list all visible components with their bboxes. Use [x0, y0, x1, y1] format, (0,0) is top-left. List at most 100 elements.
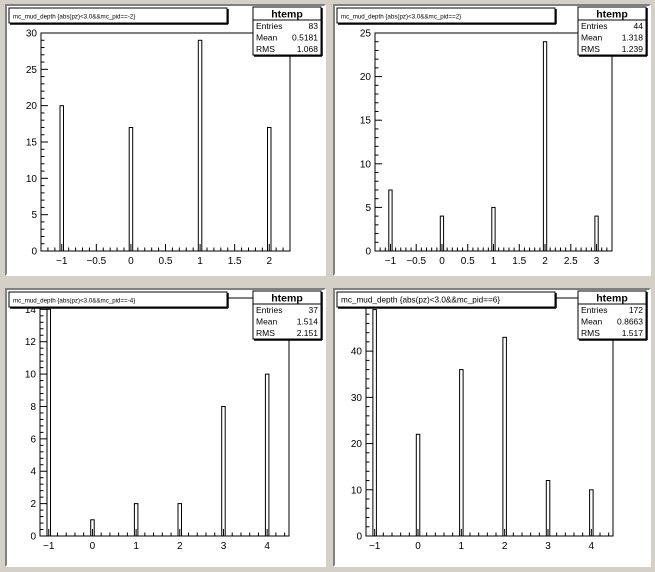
- y-tick-label: 30: [351, 393, 363, 404]
- x-tick-label: 0.5: [461, 256, 475, 267]
- stats-label: Entries: [581, 21, 607, 31]
- y-tick-label: 14: [25, 305, 37, 316]
- x-tick-label: 3: [221, 541, 227, 552]
- x-tick-label: 0: [439, 256, 445, 267]
- x-tick-label: 2: [177, 541, 183, 552]
- x-tick-label: 1.5: [512, 256, 526, 267]
- histogram-pad-3[interactable]: −1 0 1 2 3 4 0 2 4 6 8 10 12 14 mc_mud_depth {abs(pz)<…: [5, 288, 326, 567]
- x-tick-label: 4: [264, 541, 270, 552]
- stats-name: htemp: [271, 9, 303, 21]
- stats-value: 0.5181: [292, 33, 318, 43]
- histogram-bar: [46, 308, 51, 537]
- y-tick-label: 6: [30, 434, 36, 445]
- y-tick-label: 5: [31, 210, 37, 221]
- y-tick-label: 25: [26, 65, 38, 76]
- stats-value: 1.517: [622, 328, 644, 338]
- y-tick-label: 0: [365, 247, 371, 258]
- histogram-bar: [459, 369, 464, 537]
- histogram-bar: [197, 39, 203, 252]
- stats-value: 1.318: [622, 33, 644, 43]
- stats-box: [252, 290, 322, 340]
- y-tick-label: 10: [360, 159, 372, 170]
- stats-name: htemp: [596, 9, 628, 21]
- stats-value: 1.068: [297, 44, 319, 54]
- x-tick-label: 3: [545, 541, 551, 552]
- y-tick-label: 20: [26, 101, 38, 112]
- stats-value: 1.514: [297, 317, 319, 327]
- stats-value: 0.8663: [617, 317, 643, 327]
- histogram-title: mc_mud_depth {abs(pz)<3.0&&mc_pid==2}: [341, 14, 461, 21]
- histogram-bar: [415, 433, 421, 537]
- stats-label: RMS: [256, 44, 275, 54]
- histogram-bar: [545, 480, 551, 537]
- stats-value: 37: [309, 305, 319, 315]
- y-tick-label: 2: [30, 499, 36, 510]
- y-tick-label: 0: [31, 247, 37, 258]
- x-tick-label: 1: [459, 541, 465, 552]
- histogram-pad-1[interactable]: −1 −0.5 0 0.5 1 1.5 2 0 5 10 15 20 25 30 mc_mud_depth …: [5, 4, 326, 276]
- plot-frame: [39, 297, 290, 537]
- x-tick-label: 2: [542, 256, 548, 267]
- histogram-pad-4[interactable]: −10123401020304050mc_mud_depth {abs(pz)<…: [333, 288, 651, 567]
- y-tick-label: 10: [25, 370, 37, 381]
- x-tick-label: 3: [594, 256, 600, 267]
- x-tick-label: 1: [491, 256, 497, 267]
- stats-label: Mean: [256, 317, 278, 327]
- x-tick-label: −0.5: [406, 256, 426, 267]
- histogram-bar: [542, 41, 548, 252]
- stats-label: RMS: [581, 44, 600, 54]
- title-box: [336, 7, 556, 24]
- y-tick-label: 5: [365, 203, 371, 214]
- histogram-title: mc_mud_depth {abs(pz)<3.0&&mc_pid==-4}: [13, 298, 135, 305]
- plot-frame: [40, 32, 291, 252]
- stats-value: 2.151: [297, 328, 319, 338]
- title-box: [336, 291, 556, 308]
- stats-label: RMS: [256, 328, 275, 338]
- x-tick-label: 2: [502, 541, 508, 552]
- histogram-svg: −1 −0.5 0 0.5 1 1.5 2 2.5 3 0 5 10 15 20 25 mc_mud_dept…: [336, 6, 648, 267]
- x-tick-label: 0.5: [159, 256, 173, 267]
- histogram-svg: −10123401020304050mc_mud_depth {abs(pz)<…: [336, 290, 648, 552]
- x-tick-label: 4: [589, 541, 595, 552]
- histogram-bar: [372, 309, 377, 537]
- stats-label: Entries: [581, 305, 607, 315]
- stats-value: 172: [629, 305, 643, 315]
- stats-label: RMS: [581, 328, 600, 338]
- x-tick-label: 0: [90, 541, 96, 552]
- stats-label: Entries: [256, 305, 282, 315]
- x-tick-label: 0: [128, 256, 134, 267]
- y-tick-label: 25: [360, 29, 372, 40]
- histogram-bar: [502, 336, 507, 537]
- x-tick-label: 1.5: [228, 256, 242, 267]
- y-tick-label: 12: [25, 337, 37, 348]
- y-tick-label: 4: [30, 467, 36, 478]
- stats-name: htemp: [271, 293, 303, 305]
- histogram-pad-2[interactable]: −1 −0.5 0 0.5 1 1.5 2 2.5 3 0 5 10 15 20 25 mc_mud_dept…: [333, 4, 651, 276]
- x-tick-label: −1: [56, 256, 68, 267]
- histogram-bar: [221, 406, 226, 537]
- histogram-bar: [59, 105, 64, 252]
- x-tick-label: 0: [415, 541, 421, 552]
- stats-label: Entries: [256, 21, 282, 31]
- histogram-bar: [388, 189, 393, 252]
- histogram-bar: [128, 127, 134, 252]
- x-tick-label: −1: [43, 541, 55, 552]
- histogram-svg: −1 −0.5 0 0.5 1 1.5 2051015202530mc_mud_depth …: [8, 6, 323, 267]
- stats-value: 44: [634, 21, 644, 31]
- histogram-title: mc_mud_depth {abs(pz)<3.0&&mc_pid==6}: [341, 296, 500, 305]
- y-tick-label: 0: [356, 532, 362, 543]
- y-tick-label: 8: [30, 402, 36, 413]
- plot-frame: [365, 297, 614, 537]
- x-tick-label: −1: [385, 256, 397, 267]
- stats-value: 1.239: [622, 44, 644, 54]
- y-tick-label: 10: [26, 174, 38, 185]
- histogram-bar: [264, 373, 270, 537]
- histogram-bar: [267, 127, 272, 252]
- stats-box: [252, 6, 322, 56]
- x-tick-label: 1: [133, 541, 139, 552]
- x-tick-label: −1: [369, 541, 381, 552]
- y-tick-label: 15: [360, 116, 372, 127]
- y-tick-label: 20: [360, 72, 372, 83]
- x-tick-label: −0.5: [86, 256, 106, 267]
